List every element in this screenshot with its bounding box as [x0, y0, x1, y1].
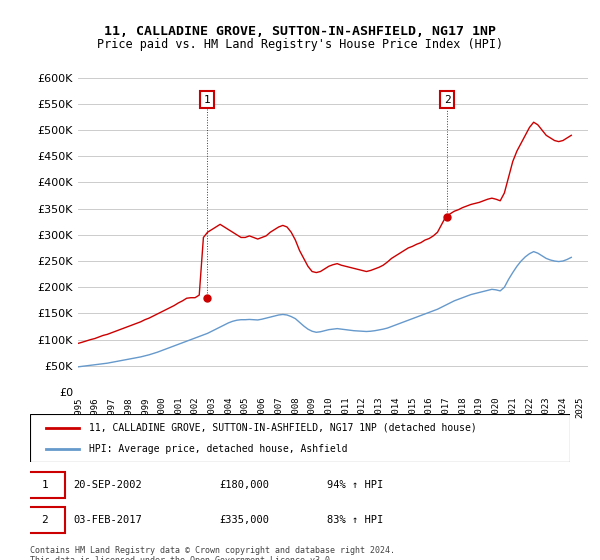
Text: HPI: Average price, detached house, Ashfield: HPI: Average price, detached house, Ashf… [89, 444, 348, 454]
Text: 11, CALLADINE GROVE, SUTTON-IN-ASHFIELD, NG17 1NP: 11, CALLADINE GROVE, SUTTON-IN-ASHFIELD,… [104, 25, 496, 38]
Text: 2: 2 [444, 95, 451, 105]
Text: 2: 2 [41, 515, 48, 525]
Text: Price paid vs. HM Land Registry's House Price Index (HPI): Price paid vs. HM Land Registry's House … [97, 38, 503, 51]
Text: 1: 1 [204, 95, 211, 105]
Text: Contains HM Land Registry data © Crown copyright and database right 2024.
This d: Contains HM Land Registry data © Crown c… [30, 546, 395, 560]
Text: £180,000: £180,000 [219, 480, 269, 490]
Text: 83% ↑ HPI: 83% ↑ HPI [327, 515, 383, 525]
Text: 20-SEP-2002: 20-SEP-2002 [73, 480, 142, 490]
Text: £335,000: £335,000 [219, 515, 269, 525]
Text: 1: 1 [41, 480, 48, 490]
Text: 03-FEB-2017: 03-FEB-2017 [73, 515, 142, 525]
FancyBboxPatch shape [25, 507, 65, 533]
FancyBboxPatch shape [30, 414, 570, 462]
Text: 94% ↑ HPI: 94% ↑ HPI [327, 480, 383, 490]
FancyBboxPatch shape [25, 472, 65, 498]
Text: 11, CALLADINE GROVE, SUTTON-IN-ASHFIELD, NG17 1NP (detached house): 11, CALLADINE GROVE, SUTTON-IN-ASHFIELD,… [89, 423, 477, 433]
